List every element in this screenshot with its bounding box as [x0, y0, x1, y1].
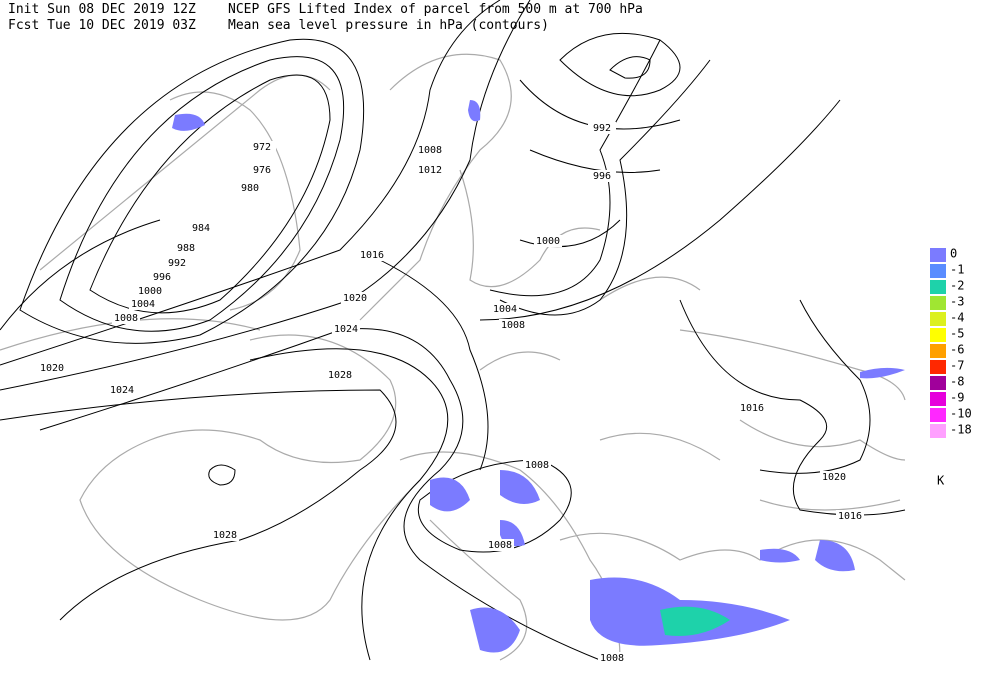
contour-label-bg — [738, 402, 766, 414]
field-description: NCEP GFS Lifted Index of parcel from 500… — [228, 2, 643, 17]
contour-label-bg — [499, 319, 527, 331]
contour-label: 992 — [593, 123, 611, 134]
legend-label: -18 — [950, 423, 972, 437]
contour-label-bg — [486, 539, 514, 551]
legend-label: -10 — [950, 407, 972, 421]
contour-label-bg — [129, 298, 157, 310]
contour-label: 984 — [192, 223, 210, 234]
contour-label-bg — [108, 384, 136, 396]
contour-label: 992 — [168, 258, 186, 269]
contour-label: 1008 — [525, 460, 549, 471]
legend-swatch — [930, 392, 946, 406]
contour-label-bg — [326, 369, 354, 381]
legend-swatch — [930, 264, 946, 278]
contour-label-bg — [523, 459, 551, 471]
legend-swatch — [930, 344, 946, 358]
legend-swatch — [930, 328, 946, 342]
legend-label: -2 — [950, 279, 964, 293]
contour-label-bg — [491, 303, 519, 315]
contour-label-bg — [836, 510, 864, 522]
contour-label-bg — [163, 257, 191, 269]
init-time: Init Sun 08 DEC 2019 12Z — [8, 2, 196, 17]
contour-label: 1008 — [600, 653, 624, 664]
contour-label: 1024 — [334, 324, 358, 335]
contour-label-bg — [332, 323, 360, 335]
legend-swatch — [930, 360, 946, 374]
contour-label: 1008 — [418, 145, 442, 156]
contour-label-bg — [38, 362, 66, 374]
contour-label-bg — [112, 312, 140, 324]
contour-label: 1008 — [488, 540, 512, 551]
legend-swatch — [930, 408, 946, 422]
legend-swatch — [930, 280, 946, 294]
forecast-time: Fcst Tue 10 DEC 2019 03Z — [8, 18, 196, 33]
contour-label: 996 — [593, 171, 611, 182]
contour-label: 1004 — [493, 304, 517, 315]
legend-swatch — [930, 312, 946, 326]
contour-label: 1020 — [343, 293, 367, 304]
contour-label-bg — [236, 182, 264, 194]
contour-label: 1000 — [138, 286, 162, 297]
contour-label-bg — [172, 242, 200, 254]
legend-label: 0 — [950, 247, 957, 261]
contour-label: 1016 — [740, 403, 764, 414]
legend-swatch — [930, 424, 946, 438]
legend: 0 -1 -2 -3 -4 -5 -6 -7 -8 -9 -10 -18 — [930, 247, 972, 438]
legend-unit: K — [937, 474, 945, 488]
contour-label-bg — [211, 529, 239, 541]
contour-label-bg — [248, 141, 276, 153]
legend-swatch — [930, 248, 946, 262]
legend-label: -6 — [950, 343, 964, 357]
legend-label: -4 — [950, 311, 964, 325]
contour-label: 1028 — [213, 530, 237, 541]
contour-label: 996 — [153, 272, 171, 283]
legend-label: -5 — [950, 327, 964, 341]
contour-label: 1020 — [822, 472, 846, 483]
contour-label: 976 — [253, 165, 271, 176]
contour-description: Mean sea level pressure in hPa (contours… — [228, 18, 549, 33]
contour-label-bg — [820, 471, 848, 483]
contour-label: 1024 — [110, 385, 134, 396]
contour-label: 980 — [241, 183, 259, 194]
contour-label-bg — [588, 170, 616, 182]
contour-label: 1020 — [40, 363, 64, 374]
contour-label-bg — [534, 235, 562, 247]
map-background — [0, 0, 906, 661]
contour-label-bg — [588, 122, 616, 134]
legend-label: -7 — [950, 359, 964, 373]
contour-label: 1004 — [131, 299, 155, 310]
contour-label-bg — [187, 222, 215, 234]
contour-label-bg — [358, 249, 386, 261]
contour-label-bg — [416, 144, 444, 156]
contour-label: 988 — [177, 243, 195, 254]
legend-label: -8 — [950, 375, 964, 389]
contour-label-bg — [598, 652, 626, 664]
contour-label: 972 — [253, 142, 271, 153]
contour-label: 1000 — [536, 236, 560, 247]
contour-label: 1028 — [328, 370, 352, 381]
legend-swatch — [930, 376, 946, 390]
contour-label-bg — [148, 271, 176, 283]
contour-label: 1008 — [114, 313, 138, 324]
contour-label-bg — [136, 285, 164, 297]
contour-labels: 972 976 980 984 988 992 996 1000 1004 1008 1020 102… — [38, 122, 864, 664]
legend-label: -1 — [950, 263, 964, 277]
legend-swatch — [930, 296, 946, 310]
contour-label-bg — [248, 164, 276, 176]
contour-label: 1016 — [360, 250, 384, 261]
legend-label: -3 — [950, 295, 964, 309]
contour-label: 1008 — [501, 320, 525, 331]
contour-label: 1016 — [838, 511, 862, 522]
contour-label-bg — [341, 292, 369, 304]
contour-label: 1012 — [418, 165, 442, 176]
legend-label: -9 — [950, 391, 964, 405]
contour-label-bg — [416, 164, 444, 176]
